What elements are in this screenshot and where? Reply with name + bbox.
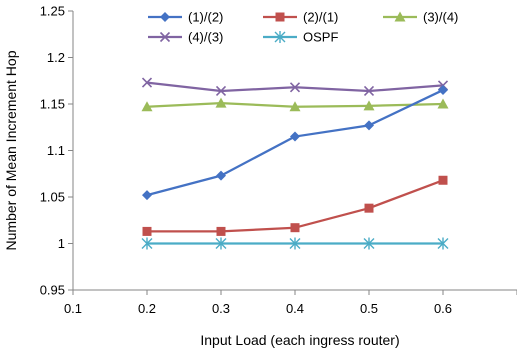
legend-item: (4)/(3) — [148, 30, 223, 45]
series — [142, 175, 448, 236]
x-tick-label: 0.3 — [212, 301, 230, 316]
legend-item: OSPF — [263, 30, 338, 45]
legend-label: (1)/(2) — [188, 10, 223, 25]
data-point — [215, 237, 227, 250]
data-point — [363, 100, 375, 111]
data-point — [141, 237, 153, 250]
data-point — [141, 77, 153, 88]
x-axis-title: Input Load (each ingress router) — [200, 332, 399, 348]
data-point — [289, 237, 301, 250]
data-point — [437, 98, 449, 109]
data-point — [289, 82, 301, 93]
legend-label: (3)/(4) — [423, 10, 458, 25]
y-tick-label: 1.1 — [47, 143, 65, 158]
data-point — [141, 101, 153, 112]
x-tick-label: 0.4 — [286, 301, 304, 316]
y-tick-label: 1.15 — [40, 97, 65, 112]
data-point — [142, 226, 152, 236]
data-point — [290, 131, 300, 142]
data-point — [275, 12, 285, 22]
series-layer — [141, 77, 449, 250]
x-tick-label: 0.5 — [360, 301, 378, 316]
legend-label: (4)/(3) — [188, 30, 223, 45]
data-point — [437, 237, 449, 250]
data-point — [363, 85, 375, 97]
y-tick-label: 1.05 — [40, 190, 65, 205]
data-point — [289, 101, 301, 112]
legend-item: (2)/(1) — [263, 10, 338, 25]
data-point — [364, 203, 374, 213]
y-tick-label: 0.95 — [40, 283, 65, 298]
x-tick-label: 0.2 — [138, 301, 156, 316]
x-tick-label: 0.1 — [64, 301, 82, 316]
y-axis-title: Number of Mean Increment Hop — [3, 50, 19, 250]
data-point — [160, 12, 170, 22]
series — [141, 97, 449, 112]
data-point — [363, 237, 375, 250]
axes: 0.95 1 1.05 1.1 1.15 1.2 1.25 0.1 0.2 0.3 0.4 0.5 0.… — [40, 4, 517, 316]
data-point — [159, 31, 171, 43]
data-point — [364, 120, 374, 131]
data-point — [216, 226, 226, 236]
legend-label: (2)/(1) — [303, 10, 338, 25]
legend: (1)/(2) (2)/(1) (3)/(4) (4)/(3) OSPF — [148, 10, 458, 45]
y-tick-label: 1.25 — [40, 4, 65, 19]
y-tick-label: 1.2 — [47, 50, 65, 65]
data-point — [216, 170, 226, 181]
legend-item: (1)/(2) — [148, 10, 223, 25]
data-point — [438, 175, 448, 185]
data-point — [215, 97, 227, 108]
data-point — [274, 31, 286, 43]
y-tick-label: 1 — [58, 236, 65, 251]
series — [141, 77, 449, 97]
x-tick-label: 0.6 — [434, 301, 452, 316]
series — [142, 85, 448, 201]
data-point — [215, 85, 227, 97]
legend-item: (3)/(4) — [383, 10, 458, 25]
legend-label: OSPF — [303, 30, 338, 45]
data-point — [142, 190, 152, 201]
data-point — [438, 85, 448, 96]
series — [141, 237, 449, 250]
data-point — [290, 223, 300, 233]
data-point — [394, 11, 406, 22]
